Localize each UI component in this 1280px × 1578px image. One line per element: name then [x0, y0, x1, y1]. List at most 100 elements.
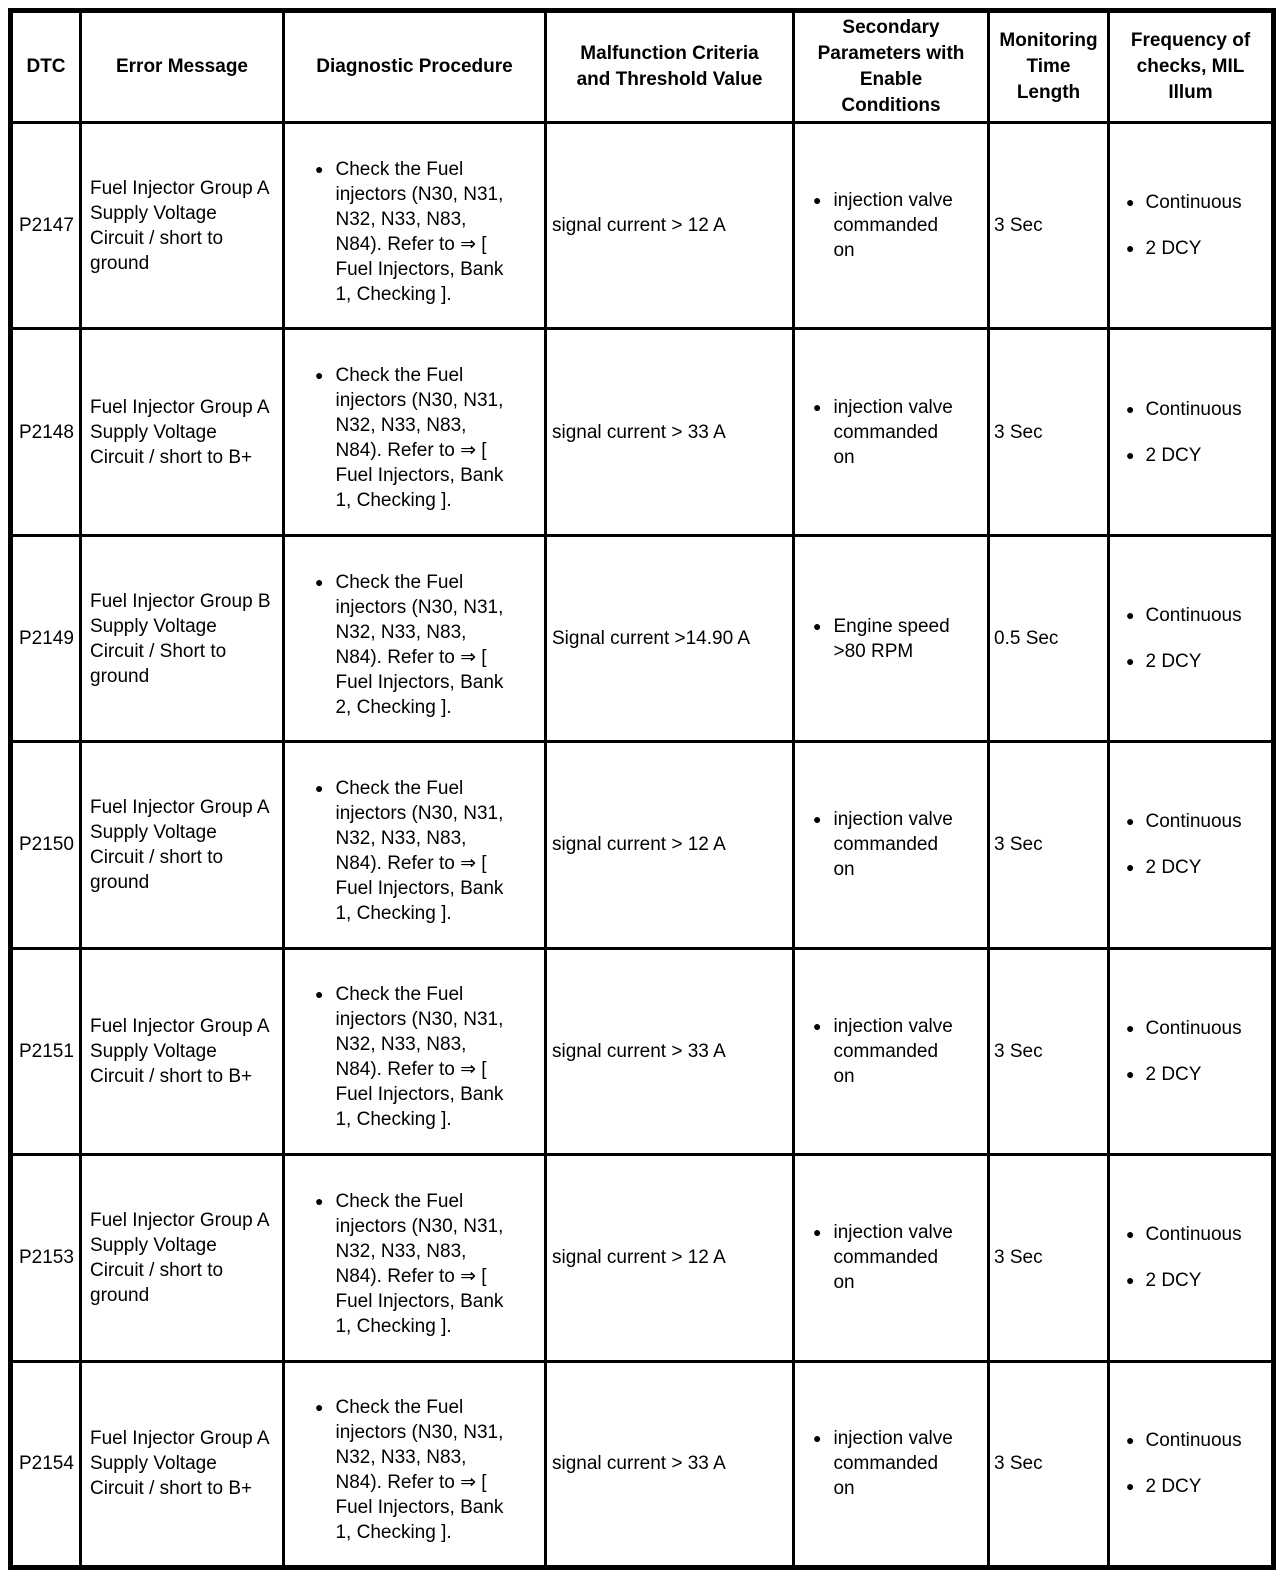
malfunction-criteria-cell: signal current > 33 A	[544, 1359, 795, 1570]
secondary-parameters-text: injection valve commanded on	[833, 190, 953, 262]
frequency-item: ● Continuous	[1126, 1016, 1269, 1041]
frequency-item: ● Continuous	[1126, 397, 1269, 422]
secondary-parameters-item: ● injection valve commanded on	[813, 1014, 985, 1089]
frequency-cell: ● Continuous ● 2 DCY	[1107, 1359, 1275, 1570]
diagnostic-procedure-item: ● Check the Fuel injectors (N30, N31, N3…	[315, 157, 540, 307]
secondary-parameters-text: injection valve commanded on	[833, 809, 953, 881]
frequency-text: Continuous	[1145, 398, 1242, 420]
diagnostic-procedure-text: Check the Fuel injectors (N30, N31, N32,…	[335, 1396, 504, 1543]
monitoring-time-cell: 3 Sec	[987, 740, 1110, 950]
bullet-icon: ●	[1126, 1019, 1135, 1036]
bullet-icon: ●	[315, 1192, 324, 1209]
malfunction-criteria-text: signal current > 33 A	[552, 1453, 726, 1475]
secondary-parameters-cell: ● injection valve commanded on	[792, 120, 990, 331]
bullet-icon: ●	[315, 779, 324, 796]
bullet-icon: ●	[315, 1398, 324, 1415]
monitoring-time-text: 3 Sec	[994, 215, 1043, 237]
error-message-text: Fuel Injector Group A Supply Voltage Cir…	[90, 1015, 270, 1087]
col-header-secondary-parameters: Secondary Parameters with Enable Conditi…	[792, 9, 990, 124]
secondary-parameters-item: ● injection valve commanded on	[813, 807, 985, 882]
secondary-parameters-cell: ● injection valve commanded on	[792, 327, 990, 537]
diagnostic-procedure-cell: ● Check the Fuel injectors (N30, N31, N3…	[282, 327, 547, 537]
secondary-parameters-cell: ● injection valve commanded on	[792, 1359, 990, 1570]
dtc-cell: P2154	[9, 1359, 82, 1570]
malfunction-criteria-text: Signal current >14.90 A	[552, 628, 751, 650]
frequency-item: ● 2 DCY	[1126, 443, 1269, 468]
secondary-parameters-text: injection valve commanded on	[833, 1428, 953, 1500]
bullet-icon: ●	[813, 192, 822, 209]
error-message-cell: Fuel Injector Group A Supply Voltage Cir…	[79, 740, 285, 950]
error-message-cell: Fuel Injector Group A Supply Voltage Cir…	[79, 1359, 285, 1570]
frequency-item: ● 2 DCY	[1126, 1062, 1269, 1087]
diagnostic-procedure-cell: ● Check the Fuel injectors (N30, N31, N3…	[282, 740, 547, 950]
malfunction-criteria-text: signal current > 33 A	[552, 1040, 726, 1062]
col-header-monitoring-time: Monitoring Time Length	[987, 9, 1110, 124]
table-row: P2149 Fuel Injector Group B Supply Volta…	[9, 533, 1275, 744]
secondary-parameters-item: ● injection valve commanded on	[813, 1220, 985, 1295]
bullet-icon: ●	[813, 398, 822, 415]
bullet-icon: ●	[1126, 1226, 1135, 1243]
bullet-icon: ●	[813, 1017, 822, 1034]
diagnostic-procedure-cell: ● Check the Fuel injectors (N30, N31, N3…	[282, 1359, 547, 1570]
secondary-parameters-item: ● injection valve commanded on	[813, 188, 985, 263]
bullet-icon: ●	[1126, 1065, 1135, 1082]
frequency-text: 2 DCY	[1145, 857, 1202, 879]
diagnostic-procedure-text: Check the Fuel injectors (N30, N31, N32,…	[335, 777, 504, 924]
secondary-parameters-cell: ● injection valve commanded on	[792, 1153, 990, 1363]
malfunction-criteria-text: signal current > 12 A	[552, 215, 726, 237]
bullet-icon: ●	[1126, 607, 1135, 624]
malfunction-criteria-cell: signal current > 12 A	[544, 120, 795, 331]
frequency-text: Continuous	[1145, 192, 1242, 214]
error-message-text: Fuel Injector Group A Supply Voltage Cir…	[90, 396, 270, 468]
diagnostic-procedure-item: ● Check the Fuel injectors (N30, N31, N3…	[315, 570, 540, 720]
bullet-icon: ●	[813, 1224, 822, 1241]
frequency-text: 2 DCY	[1145, 238, 1202, 260]
secondary-parameters-text: Engine speed >80 RPM	[833, 615, 950, 662]
diagnostic-procedure-cell: ● Check the Fuel injectors (N30, N31, N3…	[282, 533, 547, 744]
diagnostic-procedure-text: Check the Fuel injectors (N30, N31, N32,…	[335, 984, 504, 1131]
monitoring-time-text: 3 Sec	[994, 1453, 1043, 1475]
frequency-item: ● 2 DCY	[1126, 855, 1269, 880]
malfunction-criteria-cell: signal current > 12 A	[544, 1153, 795, 1363]
diagnostic-procedure-text: Check the Fuel injectors (N30, N31, N32,…	[335, 158, 504, 305]
bullet-icon: ●	[1126, 859, 1135, 876]
bullet-icon: ●	[315, 160, 324, 177]
frequency-cell: ● Continuous ● 2 DCY	[1107, 120, 1275, 331]
secondary-parameters-text: injection valve commanded on	[833, 1015, 953, 1087]
frequency-item: ● Continuous	[1126, 603, 1269, 628]
frequency-text: Continuous	[1145, 1017, 1242, 1039]
frequency-item: ● Continuous	[1126, 809, 1269, 834]
frequency-text: Continuous	[1145, 605, 1242, 627]
monitoring-time-text: 3 Sec	[994, 421, 1043, 443]
error-message-text: Fuel Injector Group A Supply Voltage Cir…	[90, 1428, 270, 1500]
error-message-cell: Fuel Injector Group A Supply Voltage Cir…	[79, 120, 285, 331]
col-header-frequency: Frequency of checks, MIL Illum	[1107, 9, 1275, 124]
frequency-text: Continuous	[1145, 1224, 1242, 1246]
monitoring-time-text: 3 Sec	[994, 834, 1043, 856]
error-message-cell: Fuel Injector Group A Supply Voltage Cir…	[79, 946, 285, 1157]
bullet-icon: ●	[315, 573, 324, 590]
bullet-icon: ●	[813, 617, 822, 634]
bullet-icon: ●	[1126, 446, 1135, 463]
bullet-icon: ●	[315, 986, 324, 1003]
frequency-cell: ● Continuous ● 2 DCY	[1107, 533, 1275, 744]
error-message-text: Fuel Injector Group B Supply Voltage Cir…	[90, 590, 271, 687]
diagnostic-procedure-item: ● Check the Fuel injectors (N30, N31, N3…	[315, 1395, 540, 1545]
monitoring-time-cell: 0.5 Sec	[987, 533, 1110, 744]
dtc-cell: P2150	[9, 740, 82, 950]
monitoring-time-cell: 3 Sec	[987, 1153, 1110, 1363]
malfunction-criteria-text: signal current > 33 A	[552, 421, 726, 443]
col-header-error-message: Error Message	[79, 9, 285, 124]
diagnostic-procedure-item: ● Check the Fuel injectors (N30, N31, N3…	[315, 1189, 540, 1339]
malfunction-criteria-cell: signal current > 33 A	[544, 327, 795, 537]
error-message-cell: Fuel Injector Group A Supply Voltage Cir…	[79, 327, 285, 537]
bullet-icon: ●	[813, 811, 822, 828]
malfunction-criteria-cell: Signal current >14.90 A	[544, 533, 795, 744]
diagnostic-procedure-cell: ● Check the Fuel injectors (N30, N31, N3…	[282, 120, 547, 331]
monitoring-time-text: 3 Sec	[994, 1247, 1043, 1269]
dtc-table: DTC Error Message Diagnostic Procedure M…	[8, 8, 1276, 1570]
table-row: P2154 Fuel Injector Group A Supply Volta…	[9, 1359, 1275, 1570]
bullet-icon: ●	[1126, 194, 1135, 211]
malfunction-criteria-cell: signal current > 12 A	[544, 740, 795, 950]
bullet-icon: ●	[1126, 1272, 1135, 1289]
